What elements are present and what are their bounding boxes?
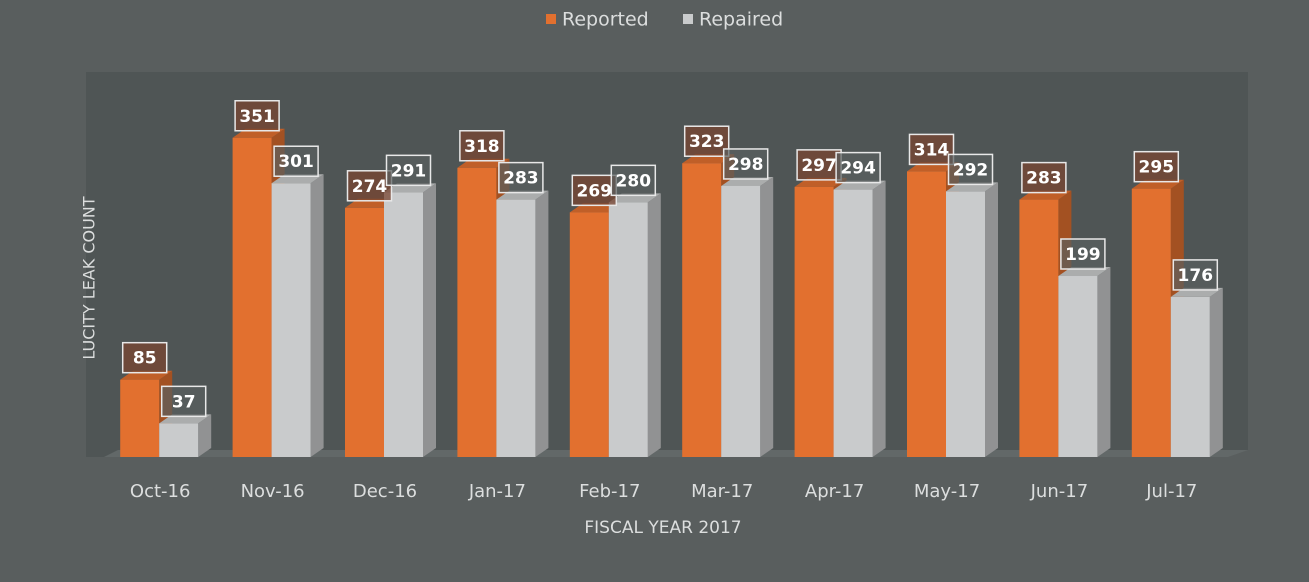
bar-side [647, 193, 661, 458]
data-label: 292 [953, 160, 989, 180]
data-label: 37 [172, 392, 196, 412]
bar [457, 167, 497, 457]
bar [946, 191, 985, 457]
bar [1131, 188, 1171, 457]
data-label-box [121, 341, 168, 374]
data-label: 294 [840, 159, 876, 179]
x-tick-label: Apr-17 [805, 481, 864, 502]
bar [271, 183, 311, 457]
data-label: 314 [914, 140, 950, 160]
x-tick-label: Jan-17 [468, 481, 526, 502]
bar-side [1097, 267, 1111, 457]
x-tick-label: Oct-16 [130, 481, 191, 502]
bar [1170, 296, 1210, 457]
x-tick-label: Jun-17 [1030, 481, 1089, 502]
data-label-box [610, 164, 657, 197]
data-label-box [1133, 150, 1180, 183]
data-label: 291 [391, 161, 427, 181]
data-label: 199 [1065, 245, 1101, 265]
bar [496, 199, 536, 457]
bar [1019, 199, 1059, 457]
data-label-box [835, 151, 881, 184]
bar [384, 192, 423, 458]
data-label: 298 [728, 155, 764, 175]
x-axis-label: FISCAL YEAR 2017 [584, 518, 741, 538]
data-label: 323 [689, 132, 725, 152]
data-label-box [459, 130, 505, 162]
bar-side [872, 180, 886, 457]
data-label: 269 [577, 181, 613, 201]
data-label-box [160, 385, 207, 418]
bar-side [423, 183, 436, 458]
bar-side [760, 176, 774, 457]
data-label-box [908, 133, 955, 166]
bar-side [1209, 287, 1223, 457]
data-label: 274 [352, 177, 388, 197]
y-axis-label: LUCITY LEAK COUNT [80, 196, 99, 359]
data-label-box [683, 125, 730, 157]
bar-side [985, 182, 998, 457]
legend-swatch [683, 14, 693, 24]
bar [794, 186, 834, 457]
data-label: 85 [133, 349, 157, 369]
x-tick-label: Feb-17 [579, 481, 640, 502]
data-label: 295 [1139, 158, 1175, 178]
data-label-box [1060, 238, 1106, 270]
data-label-box [273, 145, 319, 177]
data-label-box [1172, 259, 1219, 291]
bar [159, 423, 199, 457]
data-label: 301 [278, 152, 314, 172]
legend-swatch [546, 14, 556, 24]
data-label: 283 [503, 169, 539, 189]
data-label: 351 [239, 107, 275, 127]
data-label: 297 [801, 156, 837, 176]
bar [120, 379, 160, 457]
bar [833, 189, 873, 457]
bar [569, 212, 609, 457]
data-label-box [722, 148, 769, 180]
bar [608, 202, 648, 457]
x-tick-label: May-17 [914, 481, 980, 502]
data-label-box [385, 154, 432, 187]
bar [1058, 276, 1098, 457]
legend-label: Repaired [699, 9, 783, 31]
data-label: 176 [1178, 266, 1214, 286]
data-label-box [1021, 161, 1067, 194]
bar [721, 185, 761, 457]
bar [232, 137, 272, 457]
legend-label: Reported [562, 9, 649, 31]
bar-side [535, 190, 549, 457]
data-label-box [498, 161, 544, 194]
bar [682, 163, 722, 457]
bar-side [198, 414, 212, 457]
data-label: 283 [1026, 169, 1062, 189]
data-label-box [346, 170, 393, 202]
data-label: 318 [464, 137, 500, 157]
x-tick-label: Jul-17 [1145, 481, 1197, 502]
data-label: 280 [616, 171, 652, 191]
x-tick-label: Dec-16 [353, 481, 417, 502]
bar [907, 171, 946, 457]
x-tick-label: Nov-16 [241, 481, 305, 502]
data-label-box [947, 153, 994, 186]
bar-side [310, 174, 324, 457]
data-label-box [796, 149, 842, 181]
bar [345, 207, 384, 457]
data-label-box [234, 100, 280, 132]
x-tick-label: Mar-17 [691, 481, 753, 502]
